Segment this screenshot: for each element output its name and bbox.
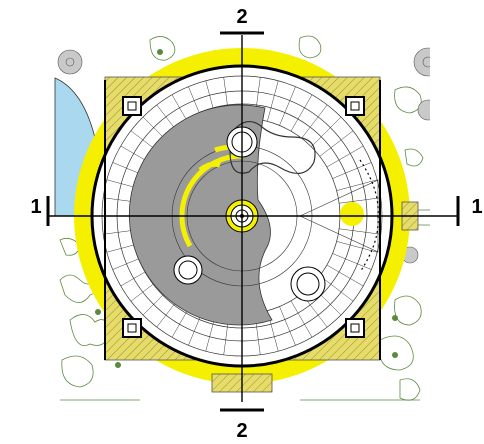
radial-line — [311, 116, 342, 147]
radial-line — [332, 253, 372, 270]
radial-line — [339, 197, 381, 204]
radial-line — [319, 130, 354, 157]
radial-line — [290, 94, 313, 132]
radial-line — [290, 300, 313, 338]
column-marker-icon — [122, 96, 365, 338]
capsule-outline — [229, 121, 316, 174]
section-mark-bottom: 2 — [236, 420, 247, 442]
shaded-region — [128, 104, 273, 326]
section-mark-right: 1 — [471, 196, 482, 218]
radial-line — [332, 162, 372, 179]
section-lines — [46, 31, 460, 412]
radial-line — [326, 145, 364, 168]
section-mark-top: 2 — [236, 6, 247, 28]
radial-line — [267, 80, 279, 122]
radial-line — [326, 264, 364, 287]
section-mark-left: 1 — [30, 196, 41, 218]
radial-line — [279, 86, 296, 126]
frame-lines — [104, 80, 381, 360]
radial-line — [336, 241, 378, 253]
radial-line — [319, 275, 354, 302]
radial-line — [301, 104, 328, 139]
radial-line — [279, 306, 296, 346]
radial-line — [339, 228, 381, 235]
radial-line — [336, 179, 378, 191]
highlight-spot — [340, 202, 364, 226]
